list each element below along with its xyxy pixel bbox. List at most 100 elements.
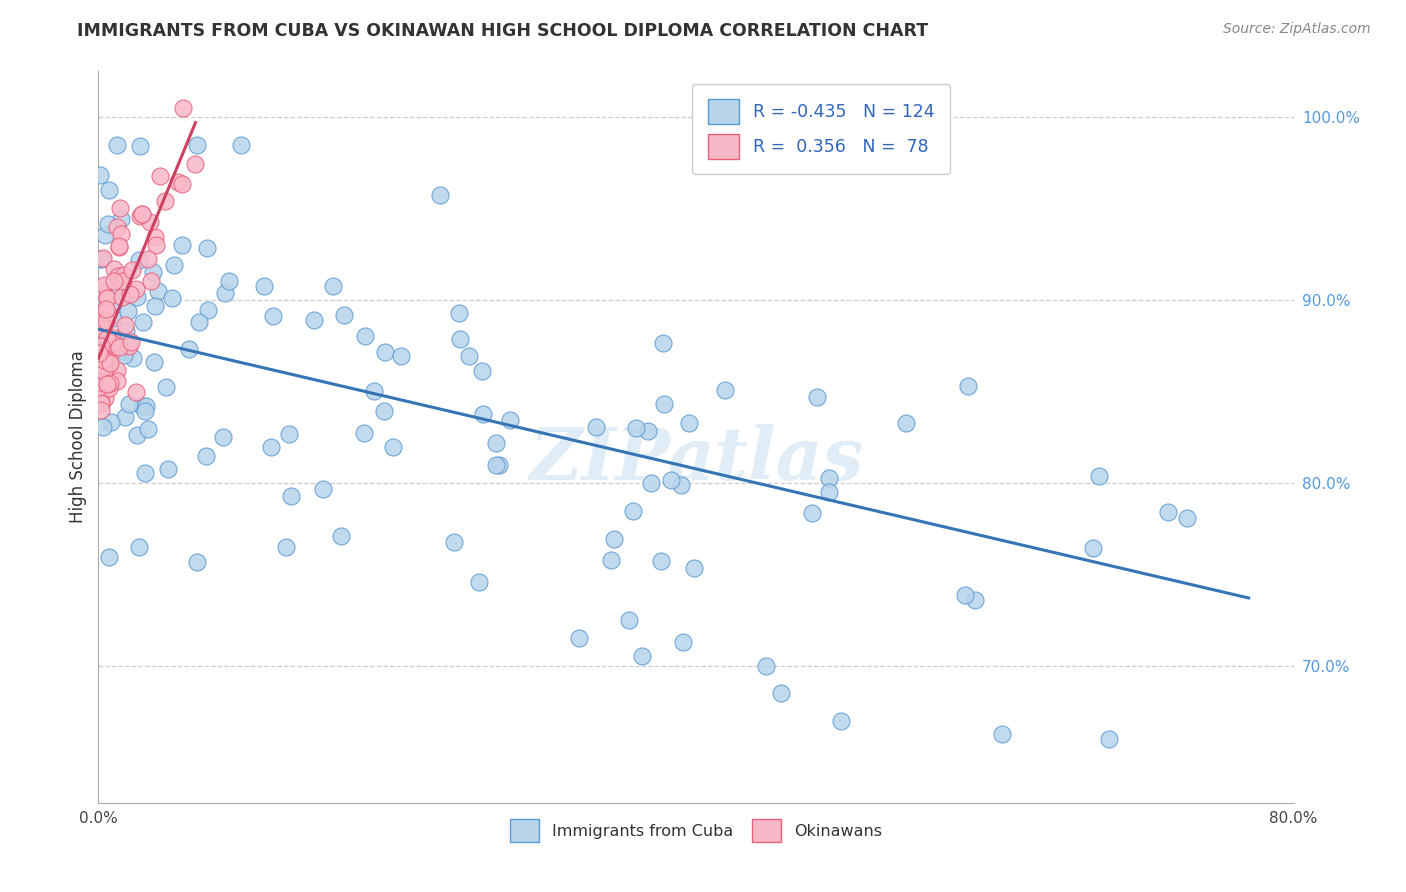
Point [90,391,112,405]
Y-axis label: High School Diploma: High School Diploma [69,351,87,524]
Point [125,428,148,442]
Point [90,321,112,335]
Point [585,420,607,434]
Point [118,397,141,411]
Point [389,349,412,363]
Point [149,169,172,183]
Point [128,252,150,267]
Point [89,290,111,304]
Point [139,274,162,288]
Point [112,348,135,362]
Point [89,380,111,394]
Point [115,324,138,338]
Point [214,286,236,301]
Point [990,727,1012,741]
Point [110,227,132,242]
Point [330,529,353,543]
Point [353,425,375,440]
Point [449,332,471,346]
Point [90,396,112,410]
Point [105,374,128,388]
Point [124,384,146,399]
Text: IMMIGRANTS FROM CUBA VS OKINAWAN HIGH SCHOOL DIPLOMA CORRELATION CHART: IMMIGRANTS FROM CUBA VS OKINAWAN HIGH SC… [77,22,928,40]
Point [90,294,112,309]
Point [101,335,124,350]
Point [170,238,193,252]
Point [91,346,114,360]
Point [131,399,153,413]
Point [302,313,325,327]
Point [488,458,510,472]
Point [89,345,111,359]
Point [457,349,479,363]
Point [105,219,128,234]
Point [806,390,828,404]
Point [637,425,659,439]
Point [188,315,211,329]
Point [1175,511,1198,525]
Point [373,403,395,417]
Point [93,358,115,372]
Point [1098,731,1121,746]
Point [103,274,125,288]
Point [108,240,131,254]
Point [112,268,135,282]
Point [956,379,979,393]
Point [89,284,111,298]
Point [678,416,700,430]
Point [138,215,160,229]
Point [471,364,494,378]
Point [353,328,375,343]
Point [1088,469,1111,483]
Point [311,482,333,496]
Point [142,265,165,279]
Point [100,330,122,344]
Point [567,631,589,645]
Point [114,318,136,333]
Point [89,392,111,407]
Point [818,471,841,485]
Point [145,300,167,314]
Point [143,230,166,244]
Point [184,156,207,170]
Point [91,320,114,334]
Point [112,343,135,358]
Point [131,207,153,221]
Point [148,284,170,298]
Point [101,310,124,325]
Point [98,357,121,371]
Point [186,137,208,152]
Point [121,263,143,277]
Point [153,194,176,209]
Point [830,714,852,728]
Point [98,549,121,564]
Point [89,367,111,381]
Point [132,315,155,329]
Point [103,261,125,276]
Point [499,412,522,426]
Point [170,177,193,191]
Point [89,324,111,338]
Point [363,384,385,399]
Point [89,314,111,328]
Point [128,139,150,153]
Point [218,275,240,289]
Point [1083,541,1105,555]
Point [262,309,284,323]
Point [177,342,200,356]
Point [125,282,148,296]
Point [626,421,648,435]
Point [96,304,118,318]
Point [100,415,122,429]
Point [186,556,208,570]
Point [652,397,675,411]
Point [98,381,121,395]
Point [91,307,114,321]
Point [131,207,153,221]
Point [108,238,131,252]
Point [93,364,115,378]
Point [122,351,145,365]
Point [155,380,177,394]
Point [117,304,139,318]
Point [953,588,976,602]
